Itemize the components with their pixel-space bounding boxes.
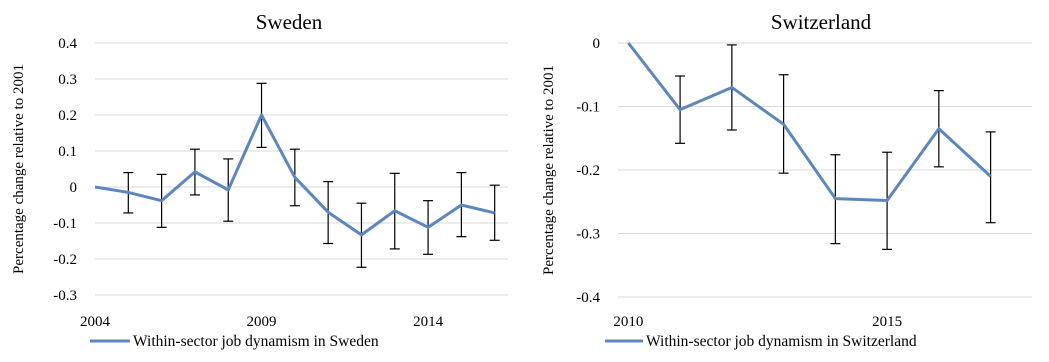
y-tick-label: 0.2 xyxy=(58,108,77,124)
chart-sweden: -0.3 -0.2 -0.1 0 0.1 0.2 0.3 0.4 2004 2009 2014 Swe… xyxy=(11,10,508,350)
y-tick-label: 0.4 xyxy=(58,36,77,52)
legend: Within-sector job dynamism in Switzerlan… xyxy=(605,333,917,350)
x-tick-label: 2010 xyxy=(613,314,643,330)
y-axis-label: Percentage change relative to 2001 xyxy=(11,64,27,274)
y-tick-label: -0.4 xyxy=(576,290,600,306)
series-line xyxy=(627,42,992,202)
y-tick-label: -0.3 xyxy=(576,227,600,243)
y-tick-label: 0 xyxy=(70,180,78,196)
y-tick-label: -0.2 xyxy=(576,163,600,179)
y-tick-label: -0.3 xyxy=(53,288,77,304)
y-tick-label: 0.3 xyxy=(58,72,77,88)
legend-label: Within-sector job dynamism in Switzerlan… xyxy=(646,333,917,350)
y-tick-label: -0.1 xyxy=(53,216,77,232)
x-tick-label: 2014 xyxy=(413,314,444,330)
chart-title: Sweden xyxy=(256,10,323,34)
y-tick-label: -0.2 xyxy=(53,252,77,268)
y-tick-label: 0 xyxy=(593,36,601,52)
chart-switzerland: -0.4 -0.3 -0.2 -0.1 0 2010 2015 Switzerland Perc… xyxy=(541,10,1032,350)
x-tick-label: 2009 xyxy=(247,314,277,330)
legend: Within-sector job dynamism in Sweden xyxy=(90,333,379,350)
chart-title: Switzerland xyxy=(771,10,872,34)
y-tick-label: 0.1 xyxy=(58,144,77,160)
error-bar xyxy=(985,131,996,224)
x-tick-label: 2015 xyxy=(872,314,902,330)
y-axis-label: Percentage change relative to 2001 xyxy=(541,65,557,275)
x-tick-label: 2004 xyxy=(80,314,111,330)
series-line xyxy=(94,113,496,237)
legend-label: Within-sector job dynamism in Sweden xyxy=(133,333,379,350)
y-tick-label: -0.1 xyxy=(576,100,600,116)
